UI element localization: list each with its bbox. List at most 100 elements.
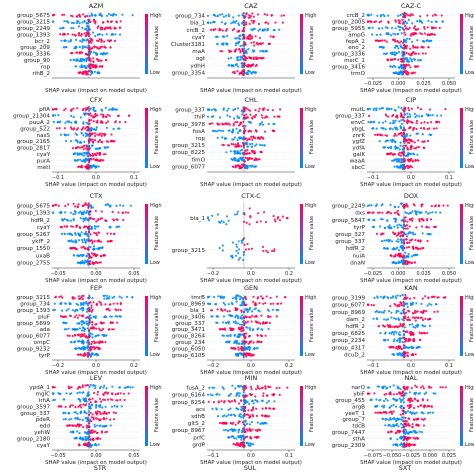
shap-point (397, 14, 400, 17)
shap-point (230, 400, 234, 403)
shap-point (222, 321, 225, 324)
shap-point (67, 240, 71, 243)
shap-point (98, 153, 102, 156)
colorbar-low-label: Low (150, 70, 160, 76)
shap-point (265, 321, 268, 324)
shap-point (267, 400, 270, 403)
shap-point (403, 14, 406, 17)
shap-panel-fep: FEPgroup_3215group_734group_1393pluFgrou… (17, 284, 162, 376)
shap-point (272, 35, 275, 39)
shap-point (273, 250, 276, 253)
shap-point (66, 32, 70, 36)
shap-point (87, 41, 91, 44)
shap-point (376, 317, 379, 321)
shap-point (245, 12, 248, 15)
shap-point (212, 115, 215, 118)
shap-point (51, 20, 55, 23)
shap-point (440, 114, 443, 117)
shap-point (398, 352, 402, 355)
shap-point (86, 384, 89, 387)
shap-point (103, 316, 106, 319)
shap-point (103, 297, 106, 300)
shap-point (238, 48, 241, 51)
shap-point (251, 116, 254, 119)
feature-label: puuA_2 (29, 120, 50, 126)
shap-point (403, 44, 406, 47)
shap-point (255, 388, 258, 391)
shap-point (80, 128, 83, 131)
shap-point (91, 132, 94, 135)
shap-point (106, 120, 110, 123)
shap-point (243, 55, 246, 58)
shap-point (389, 203, 392, 206)
shap-point (216, 15, 219, 18)
shap-point (253, 165, 256, 168)
shap-point (402, 334, 405, 337)
shap-point (419, 32, 422, 35)
shap-point (105, 33, 108, 36)
shap-point (400, 112, 403, 115)
shap-point (75, 314, 78, 317)
shap-point (406, 305, 409, 308)
shap-point (92, 18, 95, 21)
shap-point (113, 404, 116, 408)
shap-point (416, 153, 419, 156)
shap-point (58, 295, 61, 298)
shap-point (266, 13, 269, 16)
shap-point (403, 16, 407, 19)
shap-point (89, 256, 92, 259)
shap-point (122, 218, 125, 222)
shap-point (241, 166, 244, 169)
shap-point (80, 213, 83, 216)
colorbar-title: Feature value (154, 308, 160, 342)
shap-point (405, 330, 408, 333)
shap-point (244, 308, 247, 311)
shap-point (243, 151, 246, 154)
shap-point (409, 57, 412, 60)
shap-point (118, 386, 121, 389)
shap-point (400, 347, 403, 351)
shap-point (276, 302, 279, 305)
shap-point (378, 107, 381, 110)
shap-point (119, 315, 122, 318)
shap-point (211, 394, 214, 397)
shap-point (64, 411, 67, 414)
shap-point (131, 14, 134, 17)
shap-point (222, 15, 225, 18)
shap-point (279, 108, 282, 111)
shap-point (99, 405, 102, 409)
shap-point (80, 323, 84, 326)
shap-point (399, 312, 402, 315)
shap-point (115, 204, 118, 207)
shap-point (264, 302, 267, 305)
shap-point (407, 160, 410, 163)
shap-point (70, 225, 73, 228)
shap-point (94, 384, 97, 387)
feature-label: tyrP (39, 353, 51, 359)
shap-point (393, 338, 396, 341)
shap-point (406, 241, 409, 244)
shap-point (247, 63, 250, 66)
x-tick-label: 0.0 (247, 363, 255, 369)
shap-point (215, 303, 218, 306)
shap-point (413, 25, 417, 28)
shap-point (251, 329, 254, 332)
shap-point (229, 150, 232, 153)
shap-point (252, 15, 255, 18)
shap-point (403, 11, 406, 14)
shap-point (398, 28, 401, 32)
feature-label: ygfZ (352, 139, 365, 145)
shap-point (89, 154, 92, 157)
shap-point (75, 248, 78, 251)
shap-point (209, 21, 212, 24)
shap-point (260, 334, 263, 337)
shap-point (426, 219, 429, 222)
shap-point (399, 26, 402, 29)
shap-point (403, 113, 406, 116)
shap-point (433, 127, 436, 130)
shap-point (370, 303, 373, 307)
shap-point (123, 398, 126, 402)
shap-point (398, 341, 401, 344)
shap-point (392, 71, 395, 74)
